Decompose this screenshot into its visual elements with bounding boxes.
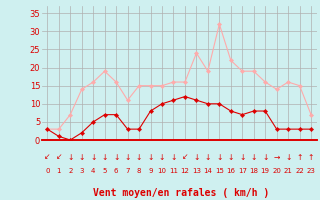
Text: 5: 5: [102, 168, 107, 174]
Text: 14: 14: [204, 168, 212, 174]
Text: ↓: ↓: [78, 153, 85, 162]
Text: ↓: ↓: [239, 153, 245, 162]
Text: ↓: ↓: [216, 153, 222, 162]
Text: ↓: ↓: [101, 153, 108, 162]
Text: ↓: ↓: [205, 153, 211, 162]
Text: ↙: ↙: [56, 153, 62, 162]
Text: 16: 16: [226, 168, 235, 174]
Text: ↓: ↓: [170, 153, 177, 162]
Text: ↓: ↓: [147, 153, 154, 162]
Text: Vent moyen/en rafales ( km/h ): Vent moyen/en rafales ( km/h ): [93, 188, 269, 198]
Text: 0: 0: [45, 168, 50, 174]
Text: 4: 4: [91, 168, 95, 174]
Text: 12: 12: [180, 168, 189, 174]
Text: ↓: ↓: [228, 153, 234, 162]
Text: ↓: ↓: [285, 153, 291, 162]
Text: 23: 23: [307, 168, 316, 174]
Text: ↑: ↑: [296, 153, 303, 162]
Text: 8: 8: [137, 168, 141, 174]
Text: ↓: ↓: [159, 153, 165, 162]
Text: 22: 22: [295, 168, 304, 174]
Text: 3: 3: [79, 168, 84, 174]
Text: ↙: ↙: [182, 153, 188, 162]
Text: 11: 11: [169, 168, 178, 174]
Text: ↓: ↓: [136, 153, 142, 162]
Text: 20: 20: [272, 168, 281, 174]
Text: ↑: ↑: [308, 153, 314, 162]
Text: ↓: ↓: [90, 153, 96, 162]
Text: ↓: ↓: [251, 153, 257, 162]
Text: 7: 7: [125, 168, 130, 174]
Text: ↓: ↓: [67, 153, 74, 162]
Text: 19: 19: [261, 168, 270, 174]
Text: 10: 10: [157, 168, 166, 174]
Text: ↙: ↙: [44, 153, 51, 162]
Text: 9: 9: [148, 168, 153, 174]
Text: 13: 13: [192, 168, 201, 174]
Text: ↓: ↓: [113, 153, 119, 162]
Text: 15: 15: [215, 168, 224, 174]
Text: 21: 21: [284, 168, 292, 174]
Text: 6: 6: [114, 168, 118, 174]
Text: ↓: ↓: [124, 153, 131, 162]
Text: 18: 18: [249, 168, 258, 174]
Text: 17: 17: [238, 168, 247, 174]
Text: 2: 2: [68, 168, 72, 174]
Text: ↓: ↓: [262, 153, 268, 162]
Text: →: →: [274, 153, 280, 162]
Text: 1: 1: [57, 168, 61, 174]
Text: ↓: ↓: [193, 153, 200, 162]
